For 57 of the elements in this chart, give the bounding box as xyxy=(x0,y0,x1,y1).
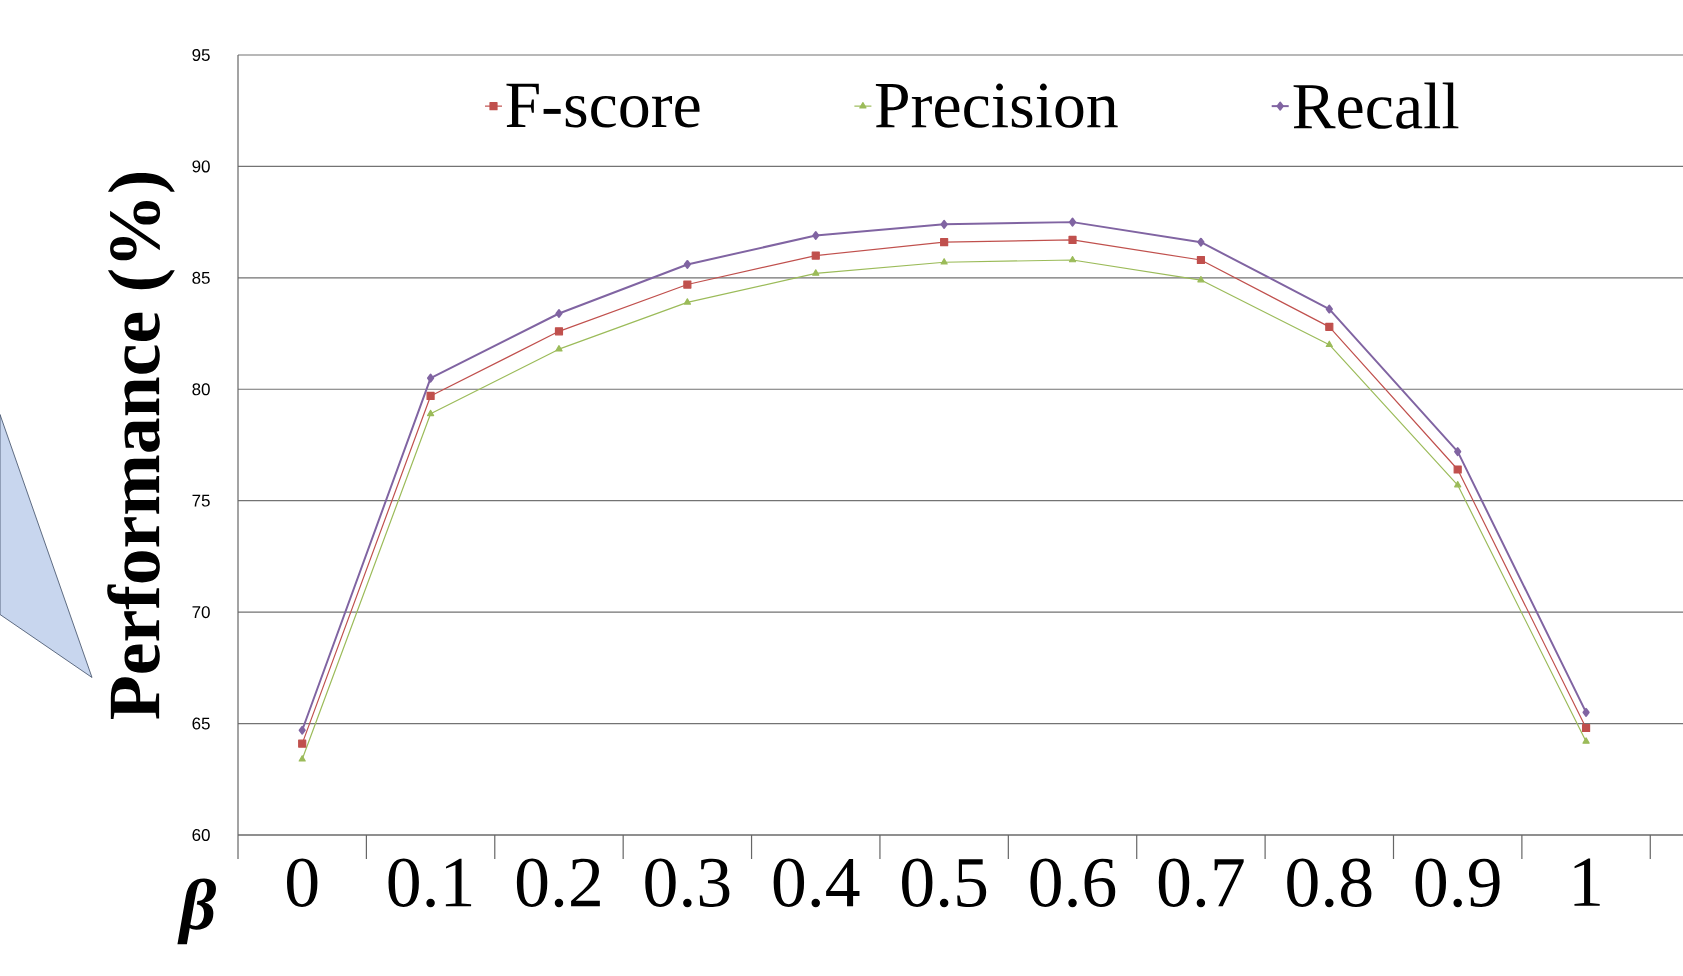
point xyxy=(1325,304,1333,314)
legend-label: F-score xyxy=(506,83,700,128)
point xyxy=(298,725,306,735)
x-tick-label: 0.3 xyxy=(645,858,730,908)
x-tick-label: 0.6 xyxy=(1030,858,1116,908)
point xyxy=(1325,340,1333,348)
y-tick-label: 85 xyxy=(192,271,210,284)
point xyxy=(1197,237,1205,247)
point xyxy=(683,298,691,305)
point xyxy=(683,259,691,269)
legend-label: Precision xyxy=(875,83,1118,128)
point xyxy=(426,409,435,417)
point xyxy=(1582,707,1590,717)
point xyxy=(1581,723,1591,733)
y-tick-label: 80 xyxy=(192,383,210,396)
x-tick-label: 0.7 xyxy=(1158,858,1244,908)
point xyxy=(1197,275,1205,283)
point xyxy=(1196,255,1206,265)
x-tick-label: 0.1 xyxy=(388,858,472,908)
point xyxy=(1454,447,1462,457)
point xyxy=(1453,465,1462,474)
point xyxy=(1325,322,1334,331)
point xyxy=(1454,481,1462,488)
point xyxy=(940,238,949,247)
point xyxy=(555,345,563,352)
point xyxy=(1068,235,1077,245)
point xyxy=(426,373,435,383)
point xyxy=(555,309,563,318)
y-tick-label: 90 xyxy=(192,160,210,173)
point xyxy=(940,219,948,229)
y-tick-label: 70 xyxy=(192,606,210,619)
x-tick-label: 0.8 xyxy=(1287,858,1372,908)
legend-label: Recall xyxy=(1293,82,1459,129)
x-tick-label: 1 xyxy=(1574,858,1600,906)
y-tick-label: 60 xyxy=(192,829,210,841)
point xyxy=(812,269,820,276)
y-tick-label: 95 xyxy=(192,48,210,61)
point xyxy=(811,251,820,260)
y-axis-title: Performance (%) xyxy=(107,172,175,720)
y-tick-label: 65 xyxy=(192,717,210,730)
point xyxy=(554,327,564,336)
point xyxy=(812,231,820,240)
point xyxy=(1582,737,1590,744)
point xyxy=(1068,217,1077,227)
point xyxy=(426,391,435,401)
point xyxy=(1068,255,1077,263)
y-tick-label: 75 xyxy=(192,494,210,507)
x-tick-label: 0.9 xyxy=(1415,858,1500,908)
point xyxy=(298,739,307,748)
point xyxy=(940,258,948,265)
x-tick-label: 0 xyxy=(287,858,318,907)
x-tick-label: 0.2 xyxy=(516,858,600,908)
x-tick-label: 0.4 xyxy=(773,858,860,908)
x-axis-title: β xyxy=(177,878,216,945)
point xyxy=(298,755,306,762)
point xyxy=(683,280,692,289)
x-tick-label: 0.5 xyxy=(902,858,987,908)
